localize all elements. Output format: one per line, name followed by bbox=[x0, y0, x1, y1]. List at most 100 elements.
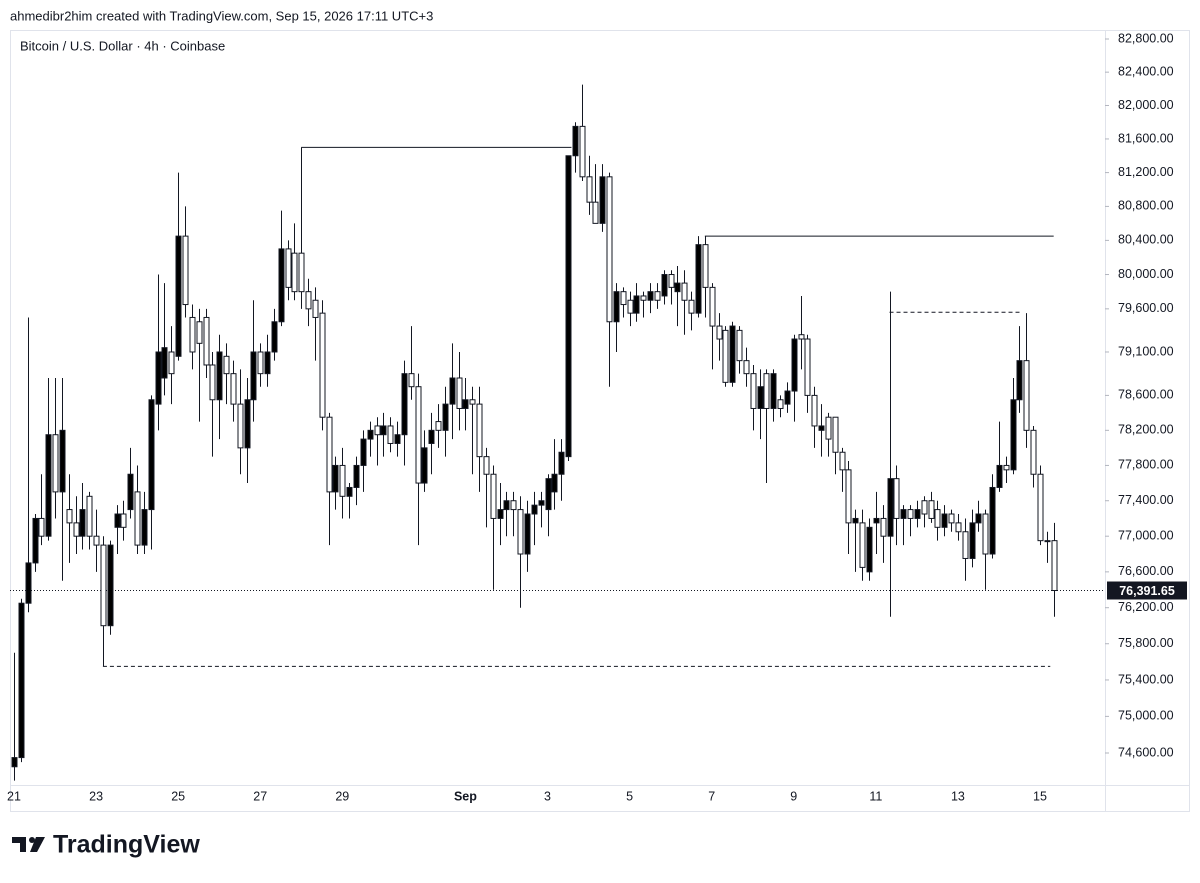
candle-body bbox=[161, 347, 168, 379]
candle-body bbox=[59, 429, 66, 493]
candle-body bbox=[168, 351, 175, 375]
candle-body bbox=[469, 399, 476, 405]
candle-body bbox=[784, 390, 791, 405]
x-tick-label: 13 bbox=[951, 789, 965, 803]
candle-body bbox=[709, 286, 716, 327]
candle-body bbox=[873, 517, 880, 524]
candle-body bbox=[551, 473, 558, 493]
candle-body bbox=[278, 248, 285, 323]
candle-body bbox=[483, 456, 490, 475]
candle-body bbox=[866, 526, 873, 573]
candle-body bbox=[729, 325, 736, 383]
candle-body bbox=[305, 291, 312, 310]
candle-body bbox=[45, 434, 52, 537]
candle-body bbox=[100, 544, 107, 627]
y-tick-label: 81,200.00 bbox=[1118, 165, 1174, 179]
candle-body bbox=[921, 500, 928, 515]
candle-body bbox=[312, 299, 319, 318]
x-tick-label: 23 bbox=[89, 789, 103, 803]
candle-body bbox=[845, 469, 852, 524]
x-tick-label: 27 bbox=[253, 789, 267, 803]
candle-body bbox=[73, 522, 80, 537]
y-tick-label: 79,600.00 bbox=[1118, 301, 1174, 315]
candle-body bbox=[360, 438, 367, 466]
y-tick-label: 77,000.00 bbox=[1118, 528, 1174, 542]
candle-body bbox=[572, 125, 579, 157]
candle-body bbox=[291, 252, 298, 293]
candle-body bbox=[989, 486, 996, 555]
candle-body bbox=[517, 509, 524, 555]
candle-body bbox=[244, 399, 251, 449]
y-tick-label: 80,400.00 bbox=[1118, 233, 1174, 247]
candle-body bbox=[257, 351, 264, 375]
candle-body bbox=[538, 500, 545, 506]
y-tick-label: 75,400.00 bbox=[1118, 672, 1174, 686]
x-tick-label: 21 bbox=[7, 789, 21, 803]
candle-body bbox=[975, 513, 982, 524]
candle-body bbox=[298, 252, 305, 293]
candle-body bbox=[203, 316, 210, 366]
candle-body bbox=[319, 312, 326, 418]
candle-body bbox=[716, 325, 723, 340]
y-tick-label: 80,000.00 bbox=[1118, 267, 1174, 281]
candle-body bbox=[503, 500, 510, 511]
y-tick-label: 78,200.00 bbox=[1118, 423, 1174, 437]
candle-body bbox=[777, 399, 784, 409]
candle-body bbox=[757, 386, 764, 409]
chart-frame bbox=[10, 30, 1190, 812]
candle-body bbox=[681, 282, 688, 301]
candle-body bbox=[353, 464, 360, 488]
candle-body bbox=[79, 509, 86, 537]
candle-body bbox=[859, 522, 866, 568]
candle-body bbox=[367, 429, 374, 440]
candle-body bbox=[497, 509, 504, 519]
candle-body bbox=[586, 176, 593, 203]
candle-body bbox=[387, 425, 394, 444]
candle-body bbox=[476, 403, 483, 458]
candle-body bbox=[250, 351, 257, 401]
candle-body bbox=[435, 421, 442, 431]
y-tick-label: 82,400.00 bbox=[1118, 64, 1174, 78]
candle-body bbox=[688, 299, 695, 314]
x-tick-label: 7 bbox=[708, 789, 715, 803]
last-price-label: 76,391.65 bbox=[1119, 584, 1175, 598]
x-tick-label: 5 bbox=[626, 789, 633, 803]
candle-body bbox=[941, 513, 948, 528]
candle-body bbox=[374, 425, 381, 436]
x-tick-label: 25 bbox=[171, 789, 185, 803]
candle-body bbox=[182, 235, 189, 306]
candle-body bbox=[93, 535, 100, 546]
candle-body bbox=[962, 531, 969, 559]
candle-body bbox=[114, 513, 121, 528]
candle-body bbox=[647, 291, 654, 301]
candle-body bbox=[606, 176, 613, 323]
candle-body bbox=[1023, 360, 1030, 431]
candle-body bbox=[134, 491, 141, 546]
candle-body bbox=[893, 478, 900, 519]
candle-body bbox=[209, 364, 216, 401]
candle-body bbox=[1044, 540, 1051, 543]
logo-dot bbox=[29, 837, 35, 843]
candle-body bbox=[107, 544, 114, 627]
y-tick-label: 81,600.00 bbox=[1118, 131, 1174, 145]
candle-body bbox=[832, 416, 839, 453]
candle-body bbox=[456, 377, 463, 409]
candle-body bbox=[326, 416, 333, 493]
candle-body bbox=[880, 517, 887, 537]
candle-body bbox=[702, 244, 709, 288]
x-tick-label: Sep bbox=[454, 789, 477, 803]
candle-body bbox=[722, 329, 729, 383]
candle-body bbox=[510, 500, 517, 511]
candle-body bbox=[408, 373, 415, 388]
x-tick-label: 29 bbox=[335, 789, 349, 803]
candle-body bbox=[415, 386, 422, 484]
y-tick-label: 75,800.00 bbox=[1118, 636, 1174, 650]
candle-body bbox=[394, 434, 401, 444]
candle-body bbox=[818, 425, 825, 431]
candle-body bbox=[661, 274, 668, 297]
candle-body bbox=[120, 513, 127, 528]
candle-body bbox=[38, 517, 45, 537]
candle-body bbox=[579, 125, 586, 178]
candle-body bbox=[750, 373, 757, 409]
